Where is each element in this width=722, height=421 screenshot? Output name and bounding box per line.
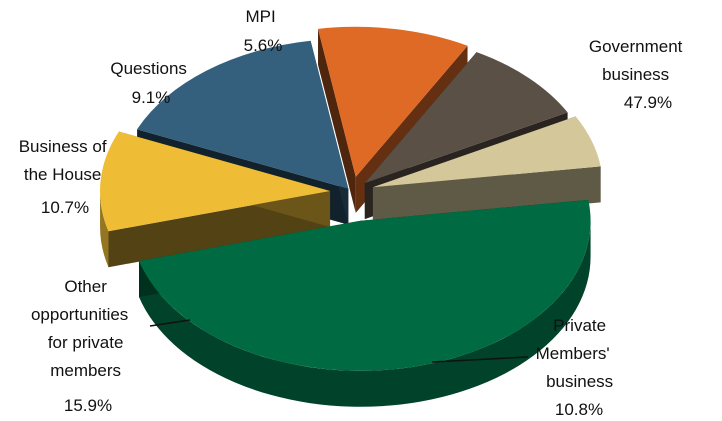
pie-slices [100, 26, 601, 407]
slice-top-face [139, 199, 591, 371]
slice-cut-face [372, 166, 601, 224]
slice-top-face [372, 116, 601, 188]
slice-label-mpi: MPI 5.6% [244, 7, 283, 55]
slice-top-face [137, 40, 349, 189]
slice-side-wall [100, 190, 109, 268]
slice-top-face [318, 26, 468, 177]
leader-other-opportunities [149, 319, 191, 327]
slice-labels: Government business 47.9% Private Member… [19, 7, 687, 419]
slice-top-face [100, 131, 331, 232]
slice-label-business-of-house: Business of the House 10.7% [19, 137, 112, 217]
slice-top-face [364, 52, 568, 184]
slice-label-private-members: Private Members' business 10.8% [536, 316, 618, 419]
slice-label-other-opportunities: Other opportunities for private members … [31, 277, 133, 415]
slice-label-questions: Questions 9.1% [110, 59, 191, 107]
label-leaders [149, 319, 529, 363]
slice-label-government: Government business 47.9% [589, 37, 687, 112]
slice-cut-face [318, 28, 356, 213]
leader-private-members [431, 356, 529, 363]
pie-slice-mpi [372, 116, 601, 224]
pie-slice-private-members [100, 131, 331, 268]
